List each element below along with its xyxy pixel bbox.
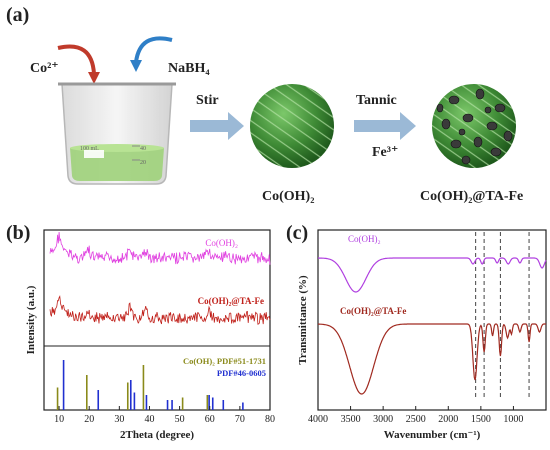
product-2-label: Co(OH)₂@TA-Fe [420,189,523,204]
product-1-label: Co(OH)₂ [262,189,314,204]
panel-c-label: (c) [286,222,309,244]
ftir-series-label-0: Co(OH)₂ [348,234,381,244]
step-2-label-bottom: Fe³⁺ [372,145,398,160]
xrd-ref-label-1: PDF#46-0605 [217,368,266,378]
ftir-xtick-label-4: 2000 [438,414,458,425]
beaker-volume-label: 100 mL [80,146,99,152]
co-ion-label: Co²⁺ [30,61,59,76]
xrd-plot-frame [43,229,271,411]
ftir-series-label-1: Co(OH)₂@TA-Fe [340,306,406,316]
ftir-xtick-label-3: 2500 [406,414,426,425]
red-curved-arrow [57,44,96,75]
blue-curved-arrow [134,36,173,63]
xrd-series-label-1: Co(OH)₂@TA-Fe [198,296,264,306]
ftir-xlabel: Wavenumber (cm⁻¹) [384,429,481,441]
coh2-ta-fe-sphere [432,84,516,168]
process-arrow-1 [190,112,244,140]
xrd-chart: Co(OH)₂ Co(OH)₂@TA-Fe Co(OH)₂ PDF#51-1731 P… [25,229,275,441]
ftir-plot-frame [317,229,547,411]
xrd-series-line-1 [49,295,271,325]
xrd-xtick-label-6: 70 [235,414,245,425]
blue-arrow-head [130,60,142,72]
ftir-xtick-label-1: 3500 [341,414,361,425]
ftir-series-line-0 [318,257,547,293]
xrd-xtick-label-3: 40 [144,414,154,425]
panel-a-scheme: Co²⁺ NaBH₄ 100 mL 40 20 Stir Co(OH)₂ [30,36,523,204]
xrd-xtick-label-7: 80 [265,414,275,425]
ftir-xtick-label-0: 4000 [308,414,328,425]
step-2-label-top: Tannic [356,93,397,108]
xrd-series-label-0: Co(OH)₂ [205,238,238,248]
red-arrow-head [88,72,100,84]
xrd-xtick-label-5: 60 [205,414,215,425]
process-arrow-2 [354,112,416,140]
panel-b-label: (b) [6,222,31,244]
xrd-xtick-label-4: 50 [175,414,185,425]
xrd-ylabel: Intensity (a.u.) [25,285,37,354]
ftir-ylabel: Transmittance (%) [297,275,309,365]
beaker-mark-40: 40 [140,146,146,152]
ftir-series-line-1 [318,323,546,395]
coh2-sphere [250,84,334,168]
nabh4-label: NaBH₄ [168,61,210,76]
ftir-chart: Co(OH)₂ Co(OH)₂@TA-Fe 4000 3500 3000 2500 2000… [297,229,547,441]
xrd-xtick-label-0: 10 [54,414,64,425]
ftir-xtick-label-5: 1500 [471,414,491,425]
beaker: 100 mL 40 20 [58,82,176,185]
xrd-xtick-label-1: 20 [84,414,94,425]
ftir-xtick-label-2: 3000 [373,414,393,425]
step-1-label: Stir [196,93,219,108]
ftir-xtick-label-6: 1000 [503,414,523,425]
xrd-xtick-label-2: 30 [114,414,124,425]
xrd-ref-label-0: Co(OH)₂ PDF#51-1731 [183,356,266,366]
xrd-series-line-0 [49,231,271,265]
beaker-mark-20: 20 [140,160,146,166]
xrd-xlabel: 2Theta (degree) [120,429,194,441]
panel-a-label: (a) [6,4,30,26]
